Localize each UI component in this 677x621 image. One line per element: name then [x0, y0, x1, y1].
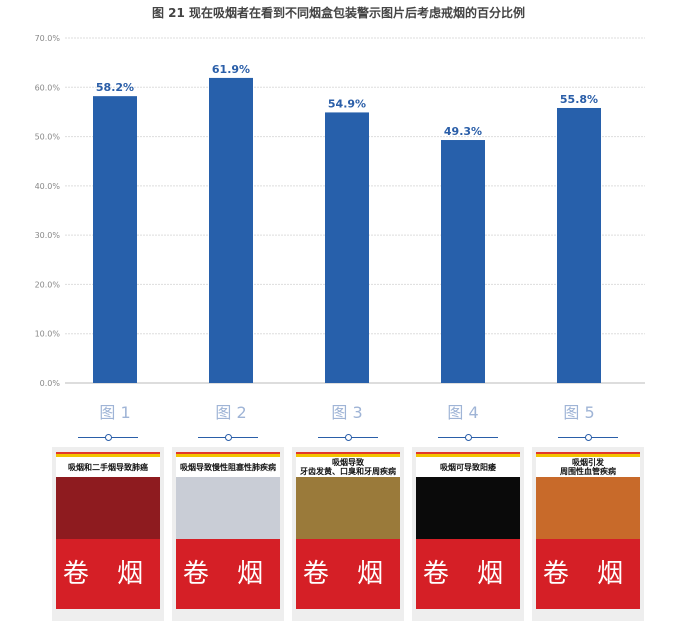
- y-tick-label: 50.0%: [35, 133, 61, 142]
- warning-card: 吸烟可导致阳痿 卷 烟: [412, 447, 524, 621]
- card-stripe: [296, 452, 400, 457]
- connector-dot: [225, 434, 232, 441]
- chart-title: 图 21 现在吸烟者在看到不同烟盒包装警示图片后考虑戒烟的百分比例: [151, 6, 526, 20]
- warning-card: 吸烟引发 周围性血管疾病 卷 烟: [532, 447, 644, 621]
- card-brand: 卷 烟: [56, 539, 160, 609]
- warning-image: [536, 477, 640, 539]
- y-tick-label: 40.0%: [35, 182, 61, 191]
- card-brand: 卷 烟: [536, 539, 640, 609]
- card-stripe: [56, 452, 160, 457]
- card-brand: 卷 烟: [176, 539, 280, 609]
- y-tick-label: 20.0%: [35, 280, 61, 289]
- y-tick-label: 0.0%: [40, 379, 61, 388]
- warning-image: [56, 477, 160, 539]
- card-caption: 吸烟和二手烟导致肺癌: [56, 457, 160, 477]
- warning-card: 吸烟导致慢性阻塞性肺疾病 卷 烟: [172, 447, 284, 621]
- category-label: 图 1: [99, 403, 130, 422]
- card-brand: 卷 烟: [296, 539, 400, 609]
- y-tick-label: 10.0%: [35, 330, 61, 339]
- category-label: 图 3: [331, 403, 362, 422]
- bar: [209, 77, 253, 384]
- card-stripe: [416, 452, 520, 457]
- data-label: 58.2%: [96, 81, 134, 94]
- data-label: 55.8%: [560, 93, 598, 106]
- warning-card: 吸烟导致 牙齿发黄、口臭和牙周疾病 卷 烟: [292, 447, 404, 621]
- connector-dot: [345, 434, 352, 441]
- data-label: 54.9%: [328, 97, 366, 110]
- connector-dot: [465, 434, 472, 441]
- bar-chart: 0.0% 10.0% 20.0% 30.0% 40.0% 50.0% 60.0% 70.0% 5…: [35, 34, 645, 422]
- warning-card: 吸烟和二手烟导致肺癌 卷 烟: [52, 447, 164, 621]
- bar: [441, 140, 485, 383]
- card-stripe: [536, 452, 640, 457]
- category-label: 图 4: [447, 403, 478, 422]
- y-tick-label: 70.0%: [35, 34, 61, 43]
- y-tick-label: 60.0%: [35, 83, 61, 92]
- card-caption: 吸烟引发 周围性血管疾病: [536, 457, 640, 477]
- category-label: 图 2: [215, 403, 246, 422]
- card-caption: 吸烟可导致阳痿: [416, 457, 520, 477]
- warning-image: [416, 477, 520, 539]
- bar: [93, 96, 137, 384]
- card-caption: 吸烟导致慢性阻塞性肺疾病: [176, 457, 280, 477]
- warning-image: [296, 477, 400, 539]
- data-label: 49.3%: [444, 125, 482, 138]
- connector-dot: [105, 434, 112, 441]
- card-caption: 吸烟导致 牙齿发黄、口臭和牙周疾病: [296, 457, 400, 477]
- data-label: 61.9%: [212, 63, 250, 76]
- connector-dot: [585, 434, 592, 441]
- y-tick-label: 30.0%: [35, 231, 61, 240]
- warning-image: [176, 477, 280, 539]
- bar: [325, 112, 369, 384]
- card-brand: 卷 烟: [416, 539, 520, 609]
- bar: [557, 107, 601, 383]
- category-label: 图 5: [563, 403, 594, 422]
- card-stripe: [176, 452, 280, 457]
